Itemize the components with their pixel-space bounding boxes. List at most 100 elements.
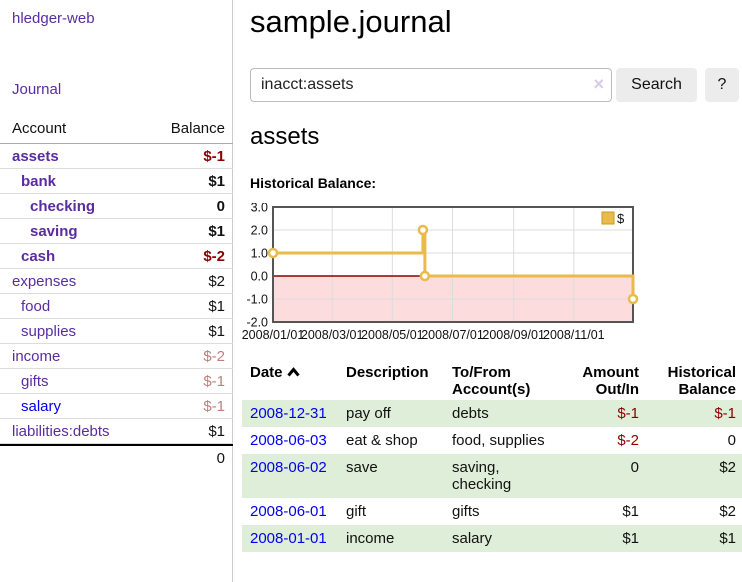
account-link[interactable]: cash (12, 248, 55, 265)
transaction-date-link[interactable]: 2008-06-01 (250, 503, 327, 520)
account-balance: $-1 (203, 148, 225, 165)
account-link[interactable]: expenses (12, 273, 76, 290)
account-row-salary: salary $-1 (0, 394, 233, 419)
transaction-balance: $1 (639, 525, 742, 552)
transaction-amount: 0 (547, 454, 639, 498)
svg-text:-1.0: -1.0 (246, 293, 268, 307)
transaction-date-link[interactable]: 2008-01-01 (250, 530, 327, 547)
svg-text:2.0: 2.0 (251, 224, 268, 238)
transaction-amount: $-1 (547, 400, 639, 427)
account-heading: assets (250, 123, 742, 151)
account-balance: $1 (208, 423, 225, 440)
transaction-accounts: saving, checking (444, 454, 547, 498)
account-row-income: income $-2 (0, 344, 233, 369)
account-link[interactable]: liabilities:debts (12, 423, 110, 440)
register-row: 2008-12-31pay offdebts$-1$-1 (242, 400, 742, 427)
svg-text:0.0: 0.0 (251, 270, 268, 284)
svg-text:2008/11/01: 2008/11/01 (543, 328, 605, 342)
register-table: Date Description To/From Account(s) Amou… (242, 362, 742, 552)
transaction-accounts: food, supplies (444, 427, 547, 454)
account-balance: $-1 (203, 373, 225, 390)
help-button[interactable]: ? (705, 68, 739, 102)
transaction-accounts: debts (444, 400, 547, 427)
search-form: × Search ? (250, 68, 742, 102)
svg-text:2008/05/01: 2008/05/01 (361, 328, 424, 342)
svg-text:2008/09/01: 2008/09/01 (482, 328, 545, 342)
accounts-total-row: 0 (0, 444, 233, 471)
svg-text:2008/03/01: 2008/03/01 (301, 328, 364, 342)
transaction-accounts: gifts (444, 498, 547, 525)
account-balance: 0 (217, 198, 225, 215)
register-col-date[interactable]: Date (242, 362, 338, 400)
accounts-total-value: 0 (217, 450, 225, 467)
account-balance: $-2 (203, 348, 225, 365)
accounts-rows: assets $-1 bank $1 checking 0 saving $1 cash $-2 e… (0, 144, 233, 444)
account-row-cash: cash $-2 (0, 244, 233, 269)
account-link[interactable]: saving (12, 223, 78, 240)
transaction-amount: $1 (547, 498, 639, 525)
transaction-balance: $2 (639, 454, 742, 498)
clear-search-icon[interactable]: × (593, 75, 604, 93)
chart-label: Historical Balance: (250, 175, 742, 191)
account-link[interactable]: food (12, 298, 50, 315)
svg-text:2008/01/01: 2008/01/01 (242, 328, 305, 342)
transaction-date-link[interactable]: 2008-06-03 (250, 432, 327, 449)
account-row-gifts: gifts $-1 (0, 369, 233, 394)
account-balance: $1 (208, 173, 225, 190)
account-link[interactable]: checking (12, 198, 95, 215)
sort-ascending-icon (287, 365, 300, 382)
account-row-checking: checking 0 (0, 194, 233, 219)
page-title: sample.journal (250, 4, 742, 40)
account-balance: $1 (208, 323, 225, 340)
search-input[interactable] (250, 68, 612, 102)
transaction-balance: 0 (639, 427, 742, 454)
account-link[interactable]: income (12, 348, 60, 365)
register-col-amount: Amount Out/In (547, 362, 639, 400)
account-link[interactable]: supplies (12, 323, 76, 340)
transaction-description: eat & shop (338, 427, 444, 454)
account-balance: $-2 (203, 248, 225, 265)
account-row-expenses: expenses $2 (0, 269, 233, 294)
account-row-food: food $1 (0, 294, 233, 319)
account-row-liabilities-debts: liabilities:debts $1 (0, 419, 233, 444)
register-row: 2008-06-02 savesaving, checking0$2 (242, 454, 742, 498)
transaction-description: income (338, 525, 444, 552)
search-button[interactable]: Search (616, 68, 697, 102)
account-link[interactable]: salary (12, 398, 61, 415)
account-link[interactable]: assets (12, 148, 59, 165)
account-row-supplies: supplies $1 (0, 319, 233, 344)
app-title-link[interactable]: hledger-web (12, 10, 232, 27)
account-balance: $2 (208, 273, 225, 290)
transaction-description: gift (338, 498, 444, 525)
transaction-amount: $-2 (547, 427, 639, 454)
historical-balance-chart: $3.02.01.00.0-1.0-2.02008/01/012008/03/0… (240, 203, 640, 351)
chart-svg: $3.02.01.00.0-1.0-2.02008/01/012008/03/0… (240, 203, 640, 351)
account-link[interactable]: gifts (12, 373, 49, 390)
svg-text:2008/07/01: 2008/07/01 (421, 328, 484, 342)
account-balance: $-1 (203, 398, 225, 415)
accounts-col-balance: Balance (171, 120, 225, 137)
accounts-table: Account Balance assets $-1 bank $1 checking 0… (0, 116, 233, 471)
search-box: × (250, 68, 612, 102)
transaction-date-link[interactable]: 2008-12-31 (250, 405, 327, 422)
transaction-balance: $2 (639, 498, 742, 525)
account-balance: $1 (208, 223, 225, 240)
transaction-accounts: salary (444, 525, 547, 552)
account-row-assets: assets $-1 (0, 144, 233, 169)
register-row: 2008-06-03 eat & shopfood, supplies$-20 (242, 427, 742, 454)
svg-text:3.0: 3.0 (251, 203, 268, 215)
register-row: 2008-01-01incomesalary$1$1 (242, 525, 742, 552)
register-col-description: Description (338, 362, 444, 400)
accounts-table-header: Account Balance (0, 116, 233, 144)
account-balance: $1 (208, 298, 225, 315)
transaction-amount: $1 (547, 525, 639, 552)
register-col-tofrom: To/From Account(s) (444, 362, 547, 400)
transaction-description: pay off (338, 400, 444, 427)
sidebar: hledger-web Journal Account Balance asse… (0, 0, 233, 582)
sidebar-item-journal[interactable]: Journal (12, 81, 232, 98)
register-col-balance: Historical Balance (639, 362, 742, 400)
transaction-date-link[interactable]: 2008-06-02 (250, 459, 327, 476)
transaction-description: save (338, 454, 444, 498)
account-link[interactable]: bank (12, 173, 56, 190)
accounts-col-account: Account (12, 120, 66, 137)
